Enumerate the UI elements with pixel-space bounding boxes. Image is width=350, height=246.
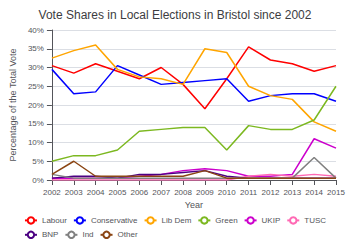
svg-text:Year: Year <box>185 200 203 210</box>
svg-text:25%: 25% <box>28 82 44 91</box>
svg-text:2007: 2007 <box>152 188 170 197</box>
svg-text:2004: 2004 <box>87 188 105 197</box>
svg-text:2009: 2009 <box>196 188 214 197</box>
svg-text:35%: 35% <box>28 44 44 53</box>
svg-text:0%: 0% <box>32 176 44 185</box>
svg-text:40%: 40% <box>28 26 44 35</box>
svg-text:Percentage of the Total Vote: Percentage of the Total Vote <box>8 49 18 162</box>
svg-text:2003: 2003 <box>65 188 83 197</box>
svg-text:30%: 30% <box>28 63 44 72</box>
svg-text:2008: 2008 <box>174 188 192 197</box>
svg-text:10%: 10% <box>28 138 44 147</box>
svg-text:2005: 2005 <box>109 188 127 197</box>
svg-text:2015: 2015 <box>327 188 345 197</box>
svg-text:Ind: Ind <box>82 230 93 239</box>
svg-text:2006: 2006 <box>130 188 148 197</box>
svg-text:2010: 2010 <box>218 188 236 197</box>
svg-text:2012: 2012 <box>262 188 280 197</box>
svg-text:20%: 20% <box>28 101 44 110</box>
svg-text:2013: 2013 <box>283 188 301 197</box>
svg-text:Conservative: Conservative <box>91 216 138 225</box>
svg-text:Green: Green <box>215 216 237 225</box>
svg-text:BNP: BNP <box>42 230 58 239</box>
svg-text:Other: Other <box>118 230 138 239</box>
svg-text:2002: 2002 <box>43 188 61 197</box>
svg-text:2014: 2014 <box>305 188 323 197</box>
svg-text:TUSC: TUSC <box>304 216 326 225</box>
svg-text:5%: 5% <box>32 157 44 166</box>
svg-text:Lib Dem: Lib Dem <box>162 216 192 225</box>
svg-text:Vote Shares in Local Elections: Vote Shares in Local Elections in Bristo… <box>39 8 312 22</box>
svg-text:Labour: Labour <box>42 216 67 225</box>
svg-text:15%: 15% <box>28 119 44 128</box>
svg-text:2011: 2011 <box>240 188 258 197</box>
svg-text:UKIP: UKIP <box>262 216 281 225</box>
